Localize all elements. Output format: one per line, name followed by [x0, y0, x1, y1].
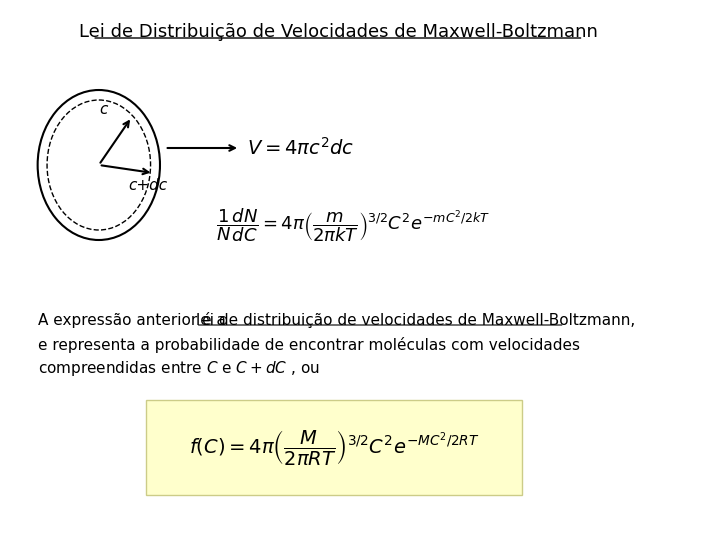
Text: $V = 4\pi c^2 dc$: $V = 4\pi c^2 dc$	[246, 137, 354, 159]
Text: A expressão anterior é a: A expressão anterior é a	[37, 312, 230, 328]
Text: Lei de Distribuição de Velocidades de Maxwell-Boltzmann: Lei de Distribuição de Velocidades de Ma…	[79, 23, 598, 41]
Text: compreendidas entre $C$ e $C+dC$ , ou: compreendidas entre $C$ e $C+dC$ , ou	[37, 359, 320, 377]
Text: c+dc: c+dc	[128, 178, 167, 192]
FancyBboxPatch shape	[146, 400, 522, 495]
Text: e representa a probabilidade de encontrar moléculas com velocidades: e representa a probabilidade de encontra…	[37, 337, 580, 353]
Text: lei de distribuição de velocidades de Maxwell-Boltzmann,: lei de distribuição de velocidades de Ma…	[196, 313, 635, 327]
Text: $f(C) = 4\pi \left(\dfrac{M}{2\pi RT}\right)^{3/2} C^2 e^{-MC^2/2RT}$: $f(C) = 4\pi \left(\dfrac{M}{2\pi RT}\ri…	[189, 428, 480, 467]
Text: c: c	[99, 103, 108, 118]
Text: $\dfrac{1}{N}\dfrac{dN}{dC} = 4\pi \left(\dfrac{m}{2\pi kT}\right)^{3/2} C^2 e^{: $\dfrac{1}{N}\dfrac{dN}{dC} = 4\pi \left…	[217, 206, 491, 244]
